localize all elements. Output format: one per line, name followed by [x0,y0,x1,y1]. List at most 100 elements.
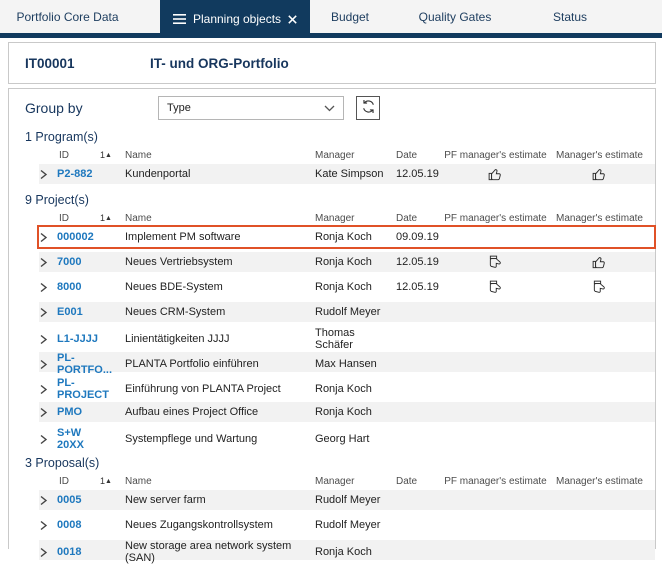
col-id[interactable]: ID [59,212,69,224]
col-id[interactable]: ID [59,475,69,487]
col-date[interactable]: Date [396,149,418,161]
row-manager: Rudolf Meyer [315,306,381,318]
section-title: 1 Program(s) [25,130,98,144]
table-row[interactable]: 7000 Neues Vertriebsystem Ronja Koch 12.05.… [9,252,655,272]
table-row[interactable]: 8000 Neues BDE-System Ronja Koch 12.05.19 [9,277,655,297]
row-manager: Max Hansen [315,358,377,370]
row-id-link[interactable]: 0005 [57,494,82,506]
row-id-link[interactable]: PL-PROJECT [57,377,109,401]
row-id-cell: 0018 [51,546,100,558]
row-id-cell: PL-PROJECT [51,377,109,401]
row-manager: Ronja Koch [315,256,372,268]
tab-quality-gates[interactable]: Quality Gates [390,0,520,33]
row-id-cell: 8000 [51,281,100,293]
row-id-link[interactable]: PMO [57,406,83,418]
row-id-link[interactable]: E001 [57,306,83,318]
col-sort[interactable]: 1▲ [100,150,117,161]
row-id-link[interactable]: L1-JJJJ [57,333,98,345]
row-date: 12.05.19 [396,256,439,268]
table-row[interactable]: 0005 New server farm Rudolf Meyer [9,490,655,510]
row-id-cell: 0008 [51,519,100,531]
section-title: 9 Project(s) [25,193,89,207]
tab-budget[interactable]: Budget [310,0,390,33]
thumb-up-icon[interactable] [592,255,607,270]
row-manager: Rudolf Meyer [315,494,381,506]
row-expand-icon[interactable] [9,257,51,268]
row-id-link[interactable]: P2-882 [57,168,93,180]
thumb-side-icon[interactable] [592,280,607,295]
col-date[interactable]: Date [396,475,418,487]
chevron-down-icon [324,105,335,112]
tab-status[interactable]: Status [520,0,620,33]
table-row[interactable]: PL-PORTFO... PLANTA Portfolio einführen Ma… [9,352,655,376]
row-expand-icon[interactable] [9,495,51,506]
thumb-up-icon[interactable] [592,167,607,182]
row-expand-icon[interactable] [9,384,51,395]
col-pf-estimate[interactable]: PF manager's estimate [444,149,547,161]
table-row[interactable]: S+W 20XX Systempflege und Wartung Georg Ha… [9,427,655,451]
col-id[interactable]: ID [59,149,69,161]
row-id-link[interactable]: 000002 [57,231,94,243]
row-id-link[interactable]: 8000 [57,281,82,293]
col-manager[interactable]: Manager [315,475,355,487]
col-pf-estimate[interactable]: PF manager's estimate [444,475,547,487]
group-by-row: Group by Type [9,95,655,121]
row-id-cell: 0005 [51,494,100,506]
row-id-link[interactable]: 0008 [57,519,82,531]
row-manager: Rudolf Meyer [315,519,381,531]
row-expand-icon[interactable] [9,520,51,531]
tab-label: Budget [330,9,370,24]
row-manager-estimate [548,167,651,182]
table-row[interactable]: 000002 Implement PM software Ronja Koch 09.… [9,225,656,249]
col-sort[interactable]: 1▲ [100,476,117,487]
group-by-value: Type [167,102,191,114]
table-header: ID 1▲ Name Manager Date PF manager's estimate… [9,211,655,225]
table-row[interactable]: PMO Aufbau eines Project Office Ronja Koch [9,402,655,422]
thumb-side-icon[interactable] [488,280,503,295]
tab-portfolio-core-data[interactable]: Portfolio Core Data [0,0,135,33]
table-row[interactable]: PL-PROJECT Einführung von PLANTA Project R… [9,377,655,401]
row-expand-icon[interactable] [9,334,51,345]
col-manager[interactable]: Manager [315,212,355,224]
col-date[interactable]: Date [396,212,418,224]
col-name[interactable]: Name [125,212,152,224]
row-expand-icon[interactable] [9,307,51,318]
table-row[interactable]: P2-882 Kundenportal Kate Simpson 12.05.19 [9,164,655,184]
table-row[interactable]: L1-JJJJ Linientätigkeiten JJJJ Thomas Schä… [9,327,655,351]
table-row[interactable]: E001 Neues CRM-System Rudolf Meyer [9,302,655,322]
row-expand-icon[interactable] [9,282,51,293]
refresh-button[interactable] [356,96,380,120]
thumb-side-icon[interactable] [488,255,503,270]
tab-bar: Portfolio Core Data Planning objects Budge… [0,0,662,38]
row-expand-icon[interactable] [9,407,51,418]
row-manager: Thomas Schäfer [315,327,355,351]
col-manager[interactable]: Manager [315,149,355,161]
row-expand-icon[interactable] [9,359,51,370]
row-manager: Kate Simpson [315,168,384,180]
row-id-link[interactable]: S+W 20XX [57,427,84,451]
col-manager-estimate[interactable]: Manager's estimate [556,475,643,487]
tab-planning-objects[interactable]: Planning objects [160,0,310,38]
table-row[interactable]: 0008 Neues Zugangskontrollsystem Rudolf Me… [9,515,655,535]
col-name[interactable]: Name [125,475,152,487]
col-sort[interactable]: 1▲ [100,213,117,224]
row-id-link[interactable]: 0018 [57,546,82,558]
group-by-select[interactable]: Type [158,96,344,120]
close-icon[interactable] [288,14,297,24]
row-id-link[interactable]: 7000 [57,256,82,268]
table-row[interactable]: 0018 New storage area network system (SAN… [9,540,655,564]
row-expand-icon[interactable] [9,232,51,243]
row-expand-icon[interactable] [9,547,51,558]
row-expand-icon[interactable] [9,434,51,445]
row-id-link[interactable]: PL-PORTFO... [57,352,112,376]
row-manager: Ronja Koch [315,383,372,395]
sort-number: 1 [100,475,106,486]
col-manager-estimate[interactable]: Manager's estimate [556,149,643,161]
tab-label: Status [552,9,588,24]
thumb-up-icon[interactable] [488,167,503,182]
col-name[interactable]: Name [125,149,152,161]
row-id-cell: S+W 20XX [51,427,100,451]
col-pf-estimate[interactable]: PF manager's estimate [444,212,547,224]
col-manager-estimate[interactable]: Manager's estimate [556,212,643,224]
row-expand-icon[interactable] [9,169,51,180]
